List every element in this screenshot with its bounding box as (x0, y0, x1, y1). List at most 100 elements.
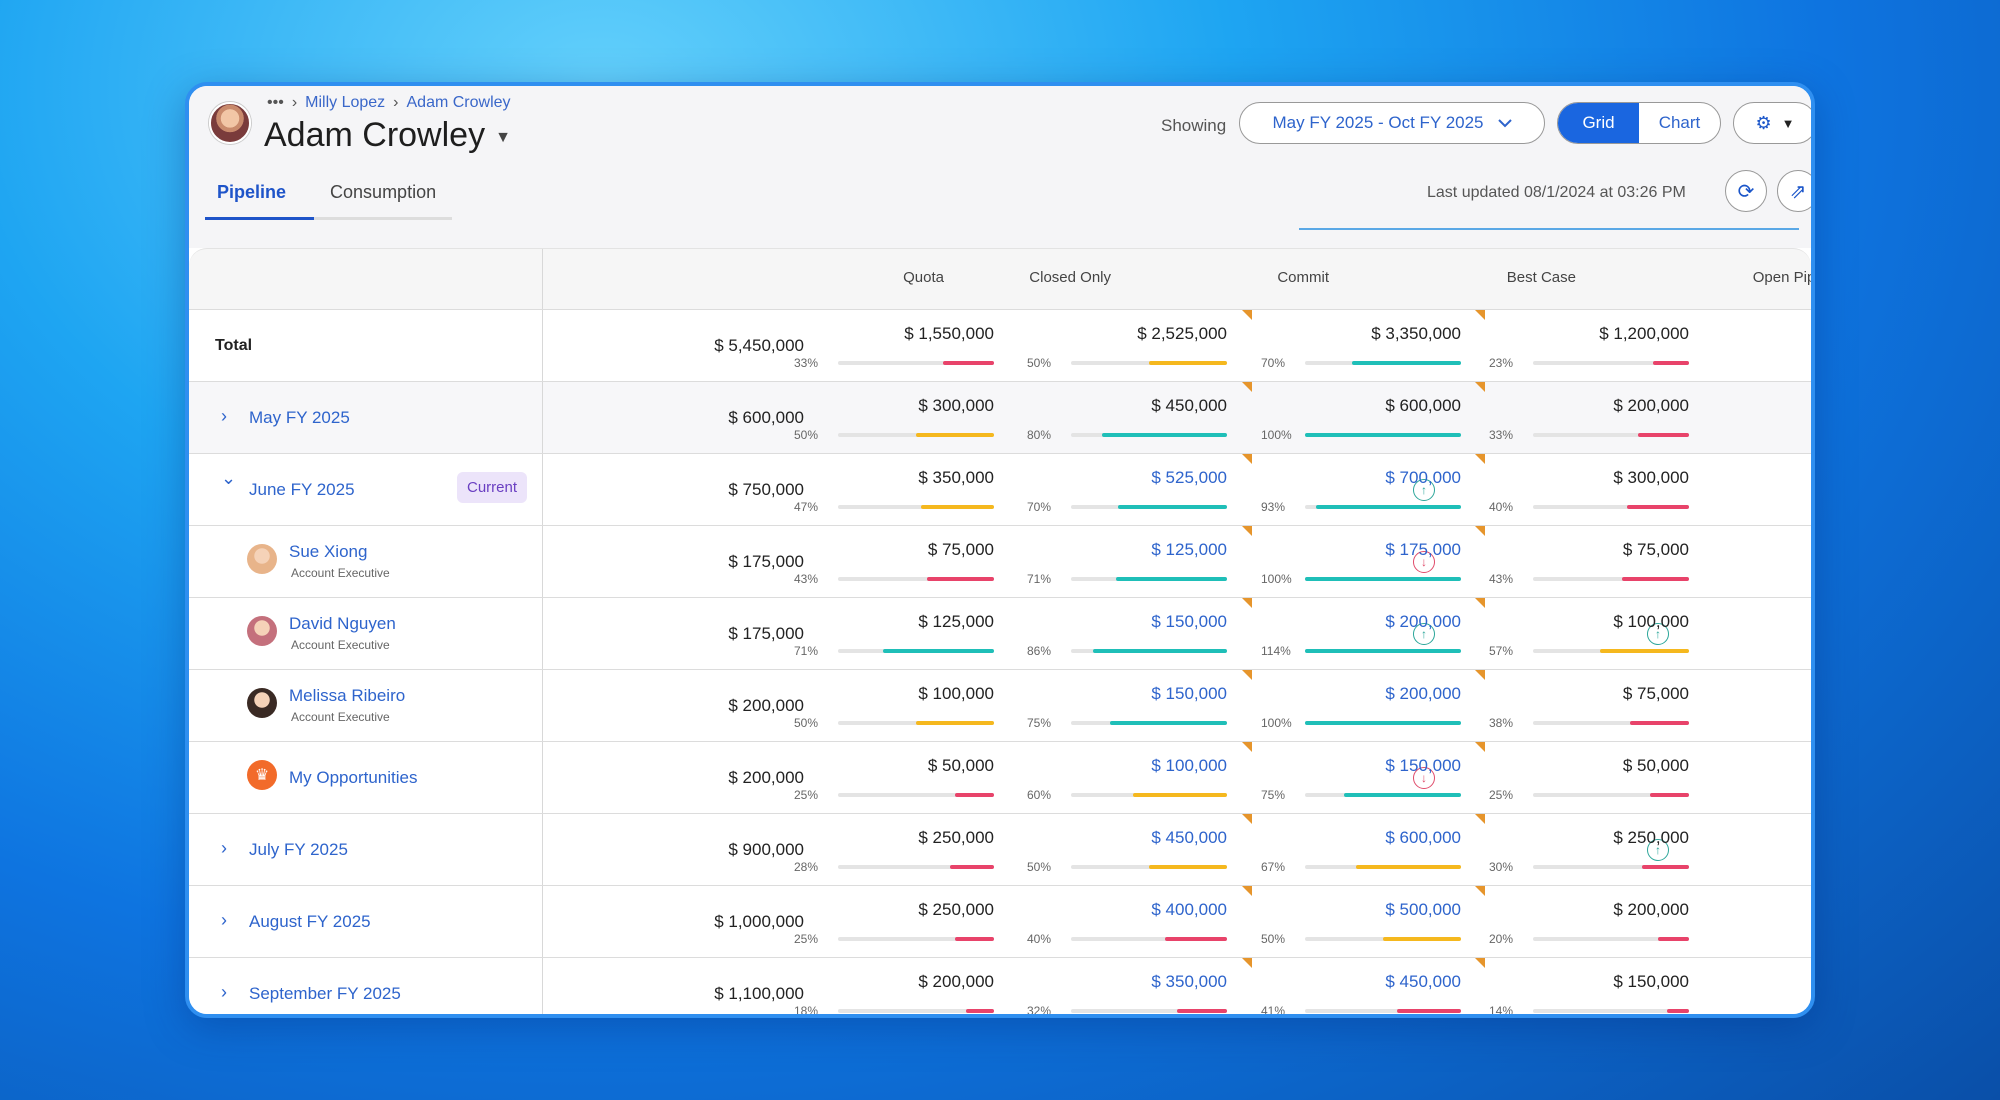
metric-cell[interactable]: $ 125,000 71% (1027, 526, 1227, 598)
metric-cell[interactable]: $ 525,000 70% (1027, 454, 1227, 526)
row-name-cell[interactable]: Sue Xiong Account Executive (189, 526, 543, 597)
tab-pipeline[interactable]: Pipeline (205, 174, 315, 220)
page-title[interactable]: Adam Crowley ▼ (264, 116, 511, 155)
metric-value[interactable]: $ 700,000 (1385, 468, 1461, 487)
period-name[interactable]: July FY 2025 (249, 840, 348, 859)
metric-cell[interactable]: $ 600,000 67% (1261, 814, 1461, 886)
chevron-right-icon[interactable]: › (221, 406, 227, 426)
column-header-open-pipeline[interactable]: Open Pipeline (1752, 269, 1815, 286)
table-row[interactable]: › September FY 2025 $ 1,100,000 $ 200,000 18… (189, 958, 1811, 1014)
metric-value[interactable]: $ 200,000 (1385, 612, 1461, 631)
refresh-button[interactable]: ⟳ (1725, 170, 1767, 212)
metric-cell[interactable]: $ 150,000 75% (1027, 670, 1227, 742)
period-name[interactable]: September FY 2025 (249, 984, 401, 1003)
metric-value[interactable]: $ 450,000 (1151, 828, 1227, 847)
arrow-up-icon[interactable]: ↑ (1647, 839, 1669, 861)
breadcrumb-item-milly[interactable]: Milly Lopez (305, 94, 386, 111)
row-name-cell[interactable]: ⌄ June FY 2025 Current (189, 454, 543, 525)
metric-cell[interactable]: $ 500,000 50% (1261, 886, 1461, 958)
progress-track (1305, 505, 1461, 509)
arrow-down-icon[interactable]: ↓ (1413, 767, 1435, 789)
share-icon: ⇗ (1789, 180, 1807, 203)
metric-percent: 80% (1027, 428, 1052, 442)
metric-cell[interactable]: $ 400,000 40% (1027, 886, 1227, 958)
metric-cell[interactable]: $ 175,000 100% (1261, 526, 1461, 598)
table-row[interactable]: ♛ My Opportunities $ 200,000 $ 50,000 25% $ 1… (189, 742, 1811, 814)
metric-value[interactable]: $ 200,000 (1385, 684, 1461, 703)
table-row[interactable]: Total $ 5,450,000 $ 1,550,000 33% $ 2,525,00… (189, 310, 1811, 382)
table-row[interactable]: ⌄ June FY 2025 Current $ 750,000 $ 350,000 47… (189, 454, 1811, 526)
metric-cell[interactable]: $ 700,000 93% (1261, 454, 1461, 526)
breadcrumb-more-icon[interactable]: ••• (267, 94, 284, 111)
metric-cell[interactable]: $ 350,000 32% (1027, 958, 1227, 1014)
table-row[interactable]: › July FY 2025 $ 900,000 $ 250,000 28% $ 450,… (189, 814, 1811, 886)
period-name[interactable]: June FY 2025 (249, 480, 355, 499)
arrow-up-icon[interactable]: ↑ (1647, 623, 1669, 645)
grid-view-button[interactable]: Grid (1558, 103, 1639, 143)
column-header-closed-only[interactable]: Closed Only (1029, 269, 1111, 286)
column-header-commit[interactable]: Commit (1277, 269, 1329, 286)
table-row[interactable]: › August FY 2025 $ 1,000,000 $ 250,000 25% $ … (189, 886, 1811, 958)
export-button[interactable]: ⇗ (1777, 170, 1811, 212)
chevron-right-icon[interactable]: › (221, 910, 227, 930)
metric-cell[interactable]: $ 200,000 114% (1261, 598, 1461, 670)
chevron-down-icon[interactable]: ⌄ (221, 468, 237, 488)
row-name-cell[interactable]: › September FY 2025 (189, 958, 543, 1014)
metric-value[interactable]: $ 150,000 (1151, 684, 1227, 703)
my-opportunities-link[interactable]: My Opportunities (289, 768, 418, 787)
page-header: ••• › Milly Lopez › Adam Crowley Adam Cr… (189, 86, 1811, 248)
metric-value[interactable]: $ 500,000 (1385, 900, 1461, 919)
metric-cell[interactable]: $ 150,000 86% (1027, 598, 1227, 670)
person-name[interactable]: Melissa Ribeiro (289, 686, 406, 705)
metric-percent: 20% (1489, 932, 1514, 946)
person-name[interactable]: David Nguyen (289, 614, 396, 633)
chart-view-button[interactable]: Chart (1658, 113, 1701, 132)
table-row[interactable]: Sue Xiong Account Executive $ 175,000 $ 75,… (189, 526, 1811, 598)
arrow-up-icon[interactable]: ↑ (1413, 479, 1435, 501)
table-row[interactable]: Melissa Ribeiro Account Executive $ 200,00… (189, 670, 1811, 742)
breadcrumb-item-adam[interactable]: Adam Crowley (406, 94, 511, 111)
progress-fill (1621, 577, 1689, 581)
progress-fill (1116, 577, 1227, 581)
table-row[interactable]: › May FY 2025 $ 600,000 $ 300,000 50% $ 450,0… (189, 382, 1811, 454)
metric-cell[interactable]: $ 200,000 100% (1261, 670, 1461, 742)
date-range-select[interactable]: May FY 2025 - Oct FY 2025 (1239, 102, 1545, 144)
row-name-cell[interactable]: › July FY 2025 (189, 814, 543, 885)
metric-value[interactable]: $ 150,000 (1151, 612, 1227, 631)
arrow-down-icon[interactable]: ↓ (1413, 551, 1435, 573)
metric-value[interactable]: $ 100,000 (1151, 756, 1227, 775)
row-name-cell[interactable]: › May FY 2025 (189, 382, 543, 453)
avatar (247, 688, 277, 718)
column-header-best-case[interactable]: Best Case (1506, 269, 1576, 286)
row-name-cell[interactable]: › August FY 2025 (189, 886, 543, 957)
arrow-up-icon[interactable]: ↑ (1413, 623, 1435, 645)
metric-value[interactable]: $ 525,000 (1151, 468, 1227, 487)
chevron-right-icon[interactable]: › (221, 982, 227, 1002)
caret-down-icon[interactable]: ▼ (495, 128, 511, 146)
table-row[interactable]: David Nguyen Account Executive $ 175,000 $ … (189, 598, 1811, 670)
settings-button[interactable]: ⚙ ▼ (1733, 102, 1811, 144)
period-name[interactable]: May FY 2025 (249, 408, 350, 427)
row-name-cell[interactable]: David Nguyen Account Executive (189, 598, 543, 669)
metric-value[interactable]: $ 350,000 (1151, 972, 1227, 991)
metric-cell[interactable]: $ 450,000 50% (1027, 814, 1227, 886)
row-name-cell[interactable]: ♛ My Opportunities (189, 742, 543, 813)
row-name-cell[interactable]: Total (189, 310, 543, 381)
metric-value[interactable]: $ 125,000 (1151, 540, 1227, 559)
column-header-quota[interactable]: Quota (903, 269, 944, 286)
chevron-right-icon[interactable]: › (221, 838, 227, 858)
period-name[interactable]: August FY 2025 (249, 912, 371, 931)
metric-value[interactable]: $ 450,000 (1385, 972, 1461, 991)
metric-value[interactable]: $ 150,000 (1385, 756, 1461, 775)
metric-cell[interactable]: $ 100,000 60% (1027, 742, 1227, 814)
metric-value[interactable]: $ 400,000 (1151, 900, 1227, 919)
row-name-cell[interactable]: Melissa Ribeiro Account Executive (189, 670, 543, 741)
metric-value[interactable]: $ 600,000 (1385, 828, 1461, 847)
metric-cell[interactable]: $ 450,000 41% (1261, 958, 1461, 1014)
person-name[interactable]: Sue Xiong (289, 542, 368, 561)
tab-consumption[interactable]: Consumption (314, 174, 453, 220)
override-flag-icon (1475, 814, 1485, 824)
quota-value: $ 900,000 (728, 840, 804, 859)
metric-cell[interactable]: $ 150,000 75% (1261, 742, 1461, 814)
metric-value[interactable]: $ 175,000 (1385, 540, 1461, 559)
